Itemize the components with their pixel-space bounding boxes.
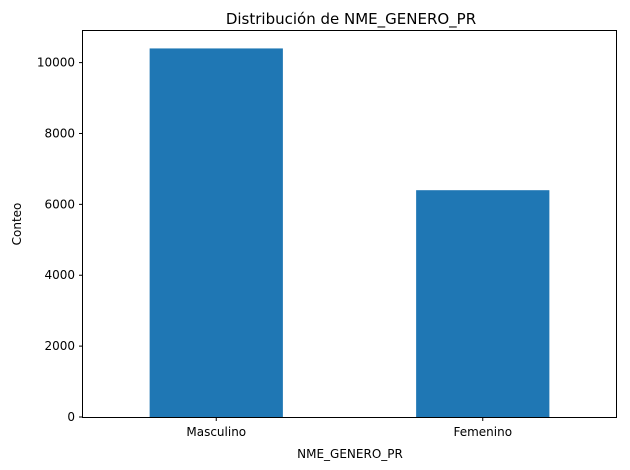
x-axis-label: NME_GENERO_PR (297, 447, 403, 461)
chart-title: Distribución de NME_GENERO_PR (226, 10, 476, 29)
y-tick-label: 10000 (37, 56, 75, 70)
axes-frame (82, 30, 617, 418)
y-tick-label: 8000 (44, 126, 75, 140)
y-tick-label: 4000 (44, 268, 75, 282)
x-axis-ticks: Masculino Femenino (186, 417, 512, 439)
y-tick-label: 0 (67, 410, 75, 424)
bar-femenino (416, 190, 550, 417)
bar-masculino (149, 48, 283, 418)
bars-group (149, 48, 550, 418)
y-axis-label: Conteo (10, 203, 24, 246)
y-tick-label: 6000 (44, 197, 75, 211)
y-axis-ticks: 0 2000 4000 6000 8000 10000 (37, 56, 83, 424)
y-tick-label: 2000 (44, 339, 75, 353)
x-tick-label: Femenino (453, 425, 512, 439)
x-tick-label: Masculino (186, 425, 246, 439)
plot-area: 0 2000 4000 6000 8000 10000 Masculino Femenino (37, 30, 617, 439)
